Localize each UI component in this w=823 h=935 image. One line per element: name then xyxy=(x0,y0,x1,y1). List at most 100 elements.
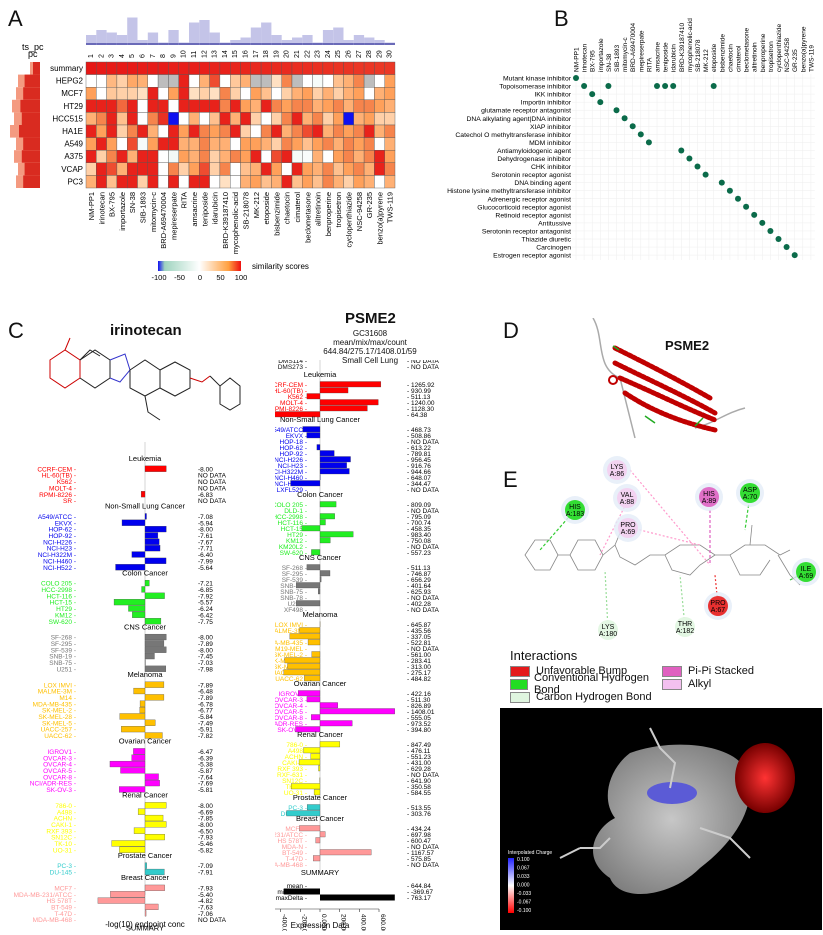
svg-text:U251 -: U251 - xyxy=(56,666,76,673)
svg-text:100: 100 xyxy=(235,273,248,282)
svg-text:-0.033: -0.033 xyxy=(517,891,531,897)
svg-text:mepireserpate: mepireserpate xyxy=(638,30,645,72)
svg-text:-400.0000: -400.0000 xyxy=(281,914,288,931)
svg-text:benproperine: benproperine xyxy=(760,33,767,72)
legend-item-carbon: Carbon Hydrogen Bond xyxy=(510,691,662,703)
svg-text:ASP: ASP xyxy=(743,487,757,494)
svg-text:SR -: SR - xyxy=(63,498,76,505)
psme2-stat-values: 644.84/275.17/1408.01/59 xyxy=(320,347,420,356)
svg-text:3: 3 xyxy=(109,54,116,58)
svg-text:-50: -50 xyxy=(174,273,185,282)
svg-text:BX-795: BX-795 xyxy=(108,192,117,217)
svg-text:chaetocin: chaetocin xyxy=(283,192,292,224)
svg-text:NM-PP1: NM-PP1 xyxy=(87,192,96,220)
svg-text:Leukemia: Leukemia xyxy=(304,370,337,379)
svg-text:28: 28 xyxy=(366,50,373,58)
svg-text:Melanoma: Melanoma xyxy=(302,610,338,619)
svg-text:Melanoma: Melanoma xyxy=(127,670,163,679)
svg-text:cyclopenthiazide: cyclopenthiazide xyxy=(345,192,354,247)
svg-text:20: 20 xyxy=(284,50,291,58)
svg-text:Catechol O methyltransferase i: Catechol O methyltransferase inhibitor xyxy=(455,132,571,139)
svg-text:19: 19 xyxy=(273,50,280,58)
svg-text:MDM inhibitor: MDM inhibitor xyxy=(529,140,572,147)
svg-text:DMS273 -: DMS273 - xyxy=(278,364,307,371)
svg-text:teniposide: teniposide xyxy=(200,192,209,226)
svg-text:mycophenolic-acid: mycophenolic-acid xyxy=(231,192,240,254)
svg-text:22: 22 xyxy=(304,50,311,58)
svg-text:A:89: A:89 xyxy=(702,498,717,505)
svg-text:Renal Cancer: Renal Cancer xyxy=(297,730,343,739)
svg-text:mitomycin-c: mitomycin-c xyxy=(149,192,158,232)
svg-text:PRO: PRO xyxy=(620,522,636,529)
carbon-swatch xyxy=(510,692,530,703)
svg-text:Retinoid receptor agonist: Retinoid receptor agonist xyxy=(495,212,571,219)
svg-text:beclometasone: beclometasone xyxy=(744,28,751,72)
svg-text:HIS: HIS xyxy=(703,491,715,498)
svg-text:LYS: LYS xyxy=(611,464,624,471)
svg-text:tropisetron: tropisetron xyxy=(768,41,775,72)
svg-text:6: 6 xyxy=(140,54,147,58)
svg-text:25: 25 xyxy=(335,50,342,58)
svg-text:GR-235: GR-235 xyxy=(792,49,799,72)
svg-text:-5.64: -5.64 xyxy=(198,565,213,572)
svg-text:14: 14 xyxy=(222,50,229,58)
svg-text:- 484.82: - 484.82 xyxy=(407,676,431,683)
svg-text:bisbenzimide: bisbenzimide xyxy=(272,192,281,236)
svg-text:A:183: A:183 xyxy=(566,511,584,518)
svg-text:CNS Cancer: CNS Cancer xyxy=(124,622,167,631)
svg-text:HA1E: HA1E xyxy=(62,127,83,136)
svg-text:Expression Data: Expression Data xyxy=(291,921,350,930)
svg-text:A:180: A:180 xyxy=(599,631,617,638)
svg-text:mycophenolic-acid: mycophenolic-acid xyxy=(687,18,694,72)
svg-text:NCI-H522 -: NCI-H522 - xyxy=(43,565,76,572)
svg-text:SK-OV-3 -: SK-OV-3 - xyxy=(46,787,76,794)
svg-text:16: 16 xyxy=(243,50,250,58)
svg-text:LYS: LYS xyxy=(602,624,615,631)
interaction-legend: Interactions Unfavorable Bump Pi-Pi Stac… xyxy=(510,648,782,703)
legend-label: Pi-Pi Stacked xyxy=(688,665,754,677)
svg-text:-100: -100 xyxy=(151,273,166,282)
svg-text:Breast Cancer: Breast Cancer xyxy=(296,814,344,823)
svg-text:Histone lysine methyltransfera: Histone lysine methyltransferase inhibit… xyxy=(447,188,572,195)
svg-text:18: 18 xyxy=(263,50,270,58)
svg-text:A:67: A:67 xyxy=(711,607,726,614)
svg-text:UACC-62 -: UACC-62 - xyxy=(44,733,76,740)
svg-text:24: 24 xyxy=(325,50,332,58)
svg-text:Serotonin receptor antagonist: Serotonin receptor antagonist xyxy=(482,228,571,235)
svg-text:THR: THR xyxy=(678,621,692,628)
legend-item-pipi: Pi-Pi Stacked xyxy=(662,665,782,677)
svg-text:26: 26 xyxy=(346,50,353,58)
svg-text:Breast Cancer: Breast Cancer xyxy=(121,873,169,882)
svg-text:similarity scores: similarity scores xyxy=(252,262,309,271)
irinotecan-structure xyxy=(30,330,250,440)
svg-text:HCC515: HCC515 xyxy=(52,114,83,123)
psme2-title: PSME2 xyxy=(345,310,396,327)
svg-text:NSC-94258: NSC-94258 xyxy=(355,192,364,231)
svg-text:Serotonin receptor agonist: Serotonin receptor agonist xyxy=(491,172,571,179)
svg-text:IKK inhibitor: IKK inhibitor xyxy=(534,92,571,99)
svg-text:TWS-119: TWS-119 xyxy=(386,192,395,223)
svg-text:Ovarian Cancer: Ovarian Cancer xyxy=(119,737,172,746)
svg-text:SN-38: SN-38 xyxy=(128,192,137,213)
svg-text:A:86: A:86 xyxy=(610,471,625,478)
svg-text:Estrogen receptor agonist: Estrogen receptor agonist xyxy=(493,253,571,260)
svg-text:-7.75: -7.75 xyxy=(198,619,213,626)
svg-text:Importin inhibitor: Importin inhibitor xyxy=(521,100,572,107)
svg-text:1: 1 xyxy=(88,54,95,58)
svg-text:mepireserpate: mepireserpate xyxy=(169,192,178,240)
bump-swatch xyxy=(510,666,530,677)
svg-text:DNA alkylating agent|DNA inhib: DNA alkylating agent|DNA inhibitor xyxy=(466,116,571,123)
svg-text:MDA-MB-468 -: MDA-MB-468 - xyxy=(33,917,76,924)
svg-text:-log(10) endpoint conc: -log(10) endpoint conc xyxy=(105,920,185,929)
legend-item-alkyl: Alkyl xyxy=(662,678,782,690)
svg-text:SB-218078: SB-218078 xyxy=(242,192,251,230)
svg-text:BRD-A69470004: BRD-A69470004 xyxy=(159,192,168,249)
svg-text:amsacrine: amsacrine xyxy=(655,42,662,72)
svg-text:alitretinoin: alitretinoin xyxy=(752,42,759,72)
svg-text:cimaterol: cimaterol xyxy=(736,45,743,72)
svg-text:- NO DATA: - NO DATA xyxy=(407,862,440,869)
svg-text:A:69: A:69 xyxy=(799,573,814,580)
